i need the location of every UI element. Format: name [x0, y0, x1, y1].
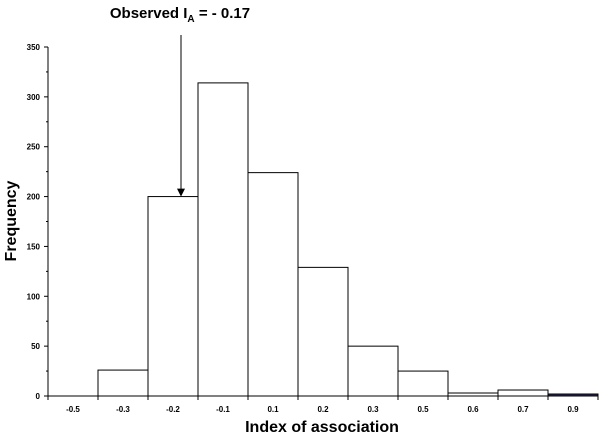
y-tick-label: 100: [27, 292, 41, 301]
bar-0.7: [497, 389, 549, 397]
bar-0.1: [247, 172, 299, 397]
y-tick-label: 250: [27, 143, 41, 152]
x-tick-label: 0.7: [517, 405, 529, 414]
bar--0.1: [197, 82, 249, 397]
bar-0.2: [297, 266, 349, 397]
x-tick-label: 0.6: [467, 405, 479, 414]
bar-0.5: [397, 370, 449, 397]
x-tick-label: -0.5: [66, 405, 80, 414]
bar--0.3: [97, 369, 149, 397]
y-tick-label: 200: [27, 193, 41, 202]
x-tick-label: 0.2: [317, 405, 329, 414]
x-axis-label: Index of association: [245, 419, 399, 436]
y-tick-label: 150: [27, 242, 41, 251]
x-tick-label: 0.1: [267, 405, 279, 414]
y-tick-label: 50: [31, 342, 40, 351]
x-tick-label: 0.3: [367, 405, 379, 414]
observed-value-arrow: [177, 35, 185, 197]
x-tick-label: -0.2: [166, 405, 180, 414]
x-tick-label: 0.5: [417, 405, 429, 414]
y-axis-label: Frequency: [3, 180, 20, 261]
x-tick-label: -0.3: [116, 405, 130, 414]
x-tick-label: -0.1: [216, 405, 230, 414]
x-tick-label: 0.9: [567, 405, 579, 414]
chart-title: Observed IA = - 0.17: [110, 5, 250, 25]
bar-0.3: [347, 345, 399, 397]
y-tick-label: 0: [36, 392, 41, 401]
bar--0.2: [147, 196, 199, 397]
y-tick-label: 300: [27, 93, 41, 102]
y-tick-label: 350: [27, 43, 41, 52]
